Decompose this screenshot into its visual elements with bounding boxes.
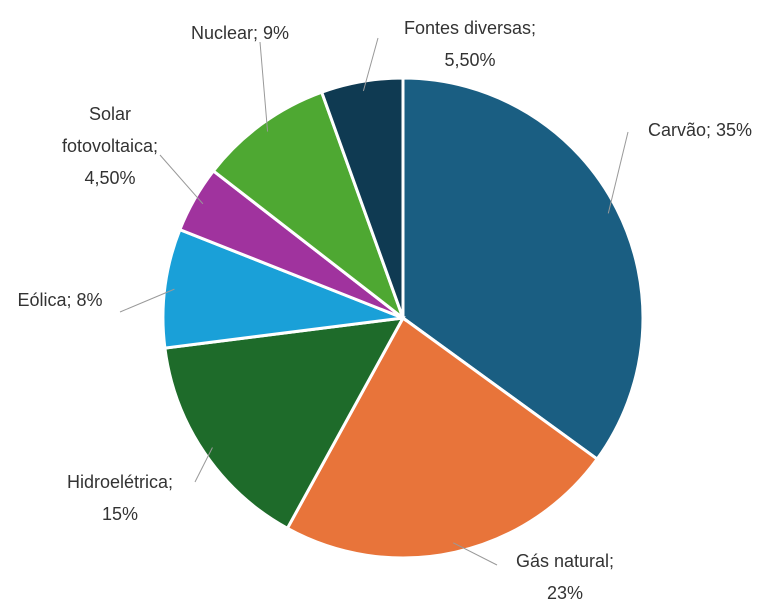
pie-slice — [285, 315, 600, 560]
leader-line — [159, 154, 204, 205]
pie-slice — [163, 316, 406, 531]
label-part: Gás natural — [515, 551, 610, 571]
label-part: ; — [531, 18, 537, 38]
data-label: Hidroelétrica; 15% — [40, 466, 200, 530]
leader-line — [607, 131, 629, 214]
label-part: Carvão — [647, 120, 706, 140]
label-part: ; — [153, 136, 159, 156]
label-part: ; — [705, 120, 711, 140]
label-part: 4,50% — [84, 168, 136, 188]
data-label: Eólica; 8% — [0, 284, 120, 316]
label-part: Nuclear — [190, 23, 253, 43]
leader-line — [259, 41, 269, 132]
label-part: 8% — [76, 290, 103, 310]
label-part: Hidroelétrica — [66, 472, 169, 492]
label-part: ; — [252, 23, 258, 43]
label-part: 15% — [101, 504, 139, 524]
data-label: Solar fotovoltaica; 4,50% — [50, 98, 170, 194]
leader-line — [194, 447, 213, 483]
label-part: 9% — [263, 23, 290, 43]
label-part: Fontes diversas — [403, 18, 532, 38]
leader-line — [119, 288, 175, 313]
label-part: ; — [168, 472, 174, 492]
leader-line — [453, 542, 498, 566]
data-label: Gás natural; 23% — [480, 545, 650, 603]
data-label: Carvão; 35% — [630, 114, 768, 146]
label-part: 23% — [546, 583, 584, 603]
label-part: Eólica — [17, 290, 67, 310]
data-label: Nuclear; 9% — [170, 17, 310, 49]
data-label: Fontes diversas; 5,50% — [360, 12, 580, 76]
leader-line — [362, 37, 379, 92]
label-part: 35% — [716, 120, 753, 140]
label-part: 5,50% — [444, 50, 496, 70]
pie-slice — [161, 227, 404, 350]
pie-slice — [401, 76, 645, 462]
label-part: ; — [609, 551, 615, 571]
label-part: Solar fotovoltaica — [61, 104, 154, 156]
label-part: ; — [66, 290, 72, 310]
pie-slice — [211, 90, 407, 323]
pie-slice — [319, 76, 405, 319]
